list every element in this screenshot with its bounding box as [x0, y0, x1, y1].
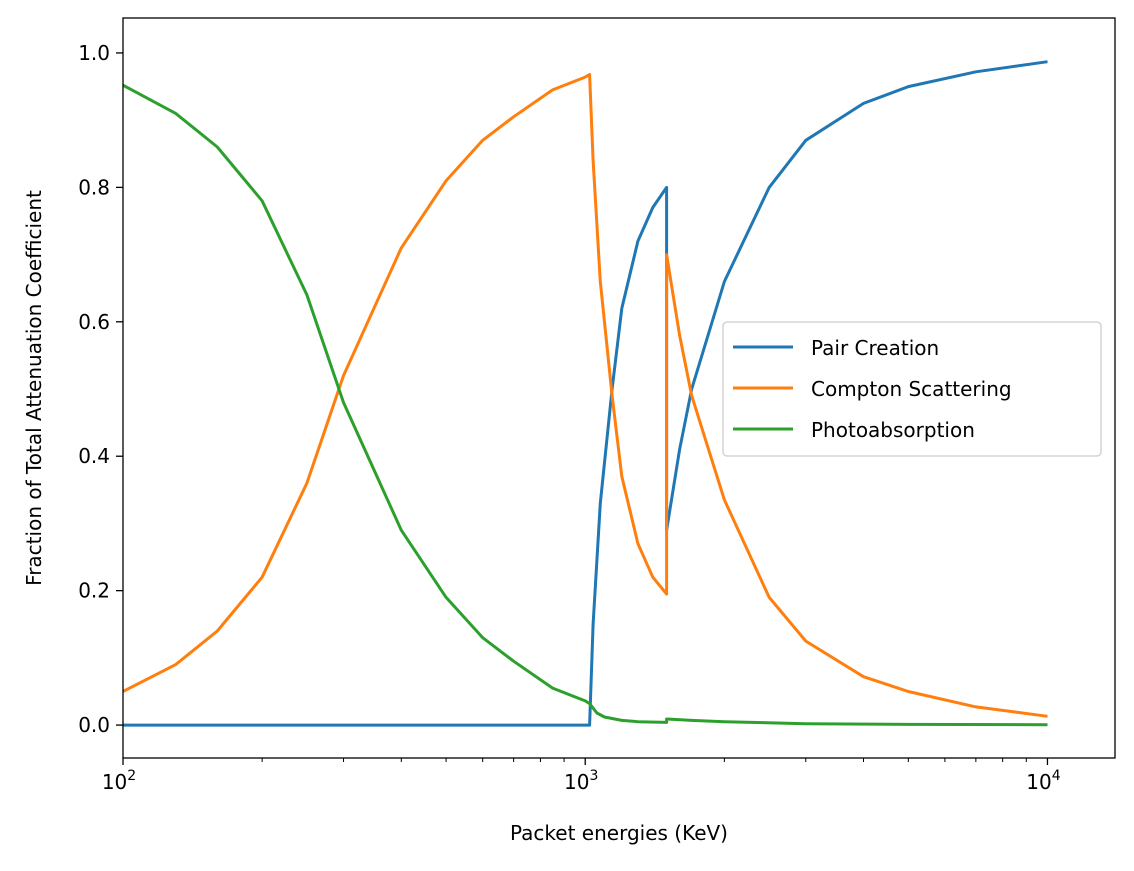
y-tick-label: 0.8: [78, 175, 110, 199]
legend: Pair Creation Compton Scattering Photoabso…: [722, 321, 1102, 457]
y-axis-label: Fraction of Total Attenuation Coefficien…: [22, 190, 46, 586]
plot-frame: [122, 17, 1116, 759]
x-tick-label: 103: [564, 768, 598, 794]
x-axis-label: Packet energies (KeV): [510, 821, 728, 845]
legend-label: Compton Scattering: [811, 377, 1012, 401]
series-line-0: [123, 60, 1048, 727]
y-tick-label: 0.0: [78, 713, 110, 737]
legend-box: [722, 321, 1102, 457]
series-line-1: [122, 73, 1048, 718]
y-tick-label: 0.4: [78, 444, 110, 468]
x-tick-label: 104: [1026, 768, 1060, 794]
legend-label: Pair Creation: [811, 336, 939, 360]
y-tick-label: 0.2: [78, 579, 110, 603]
y-tick-label: 0.6: [78, 310, 110, 334]
legend-label: Photoabsorption: [811, 418, 975, 442]
x-tick-label: 102: [102, 768, 136, 794]
y-tick-label: 1.0: [78, 41, 110, 65]
y-axis: 0.0 0.2 0.4 0.6 0.8 1.0: [78, 41, 123, 737]
series-line-2: [122, 83, 1048, 727]
x-axis: 102 103 104: [102, 758, 1061, 794]
series-lines: [122, 60, 1048, 727]
